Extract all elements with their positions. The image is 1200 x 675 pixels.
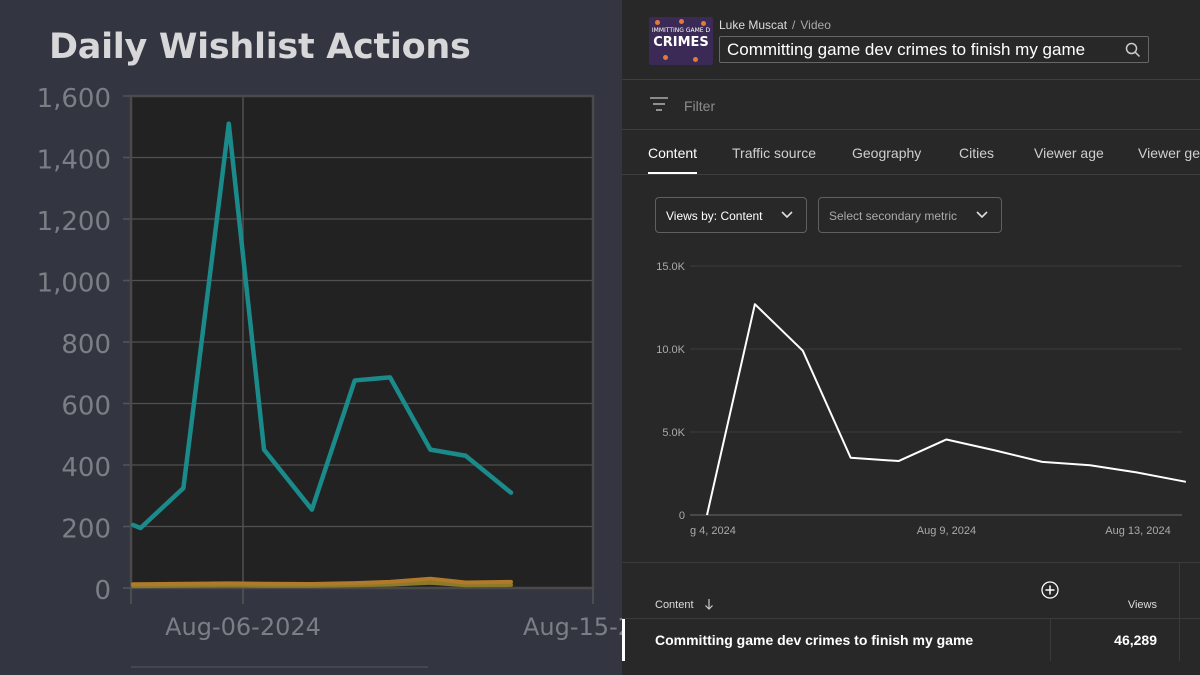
add-column-icon[interactable]: [1041, 581, 1059, 599]
active-tab-indicator: [648, 172, 697, 174]
divider: [622, 79, 1200, 80]
primary-metric-dropdown[interactable]: Views by: Content: [655, 197, 807, 233]
breadcrumb: Luke Muscat / Video: [719, 18, 831, 32]
plot-border: [129, 94, 595, 590]
wishlist-line-chart: 0 200 400 600 800 1,000 1,200 1,400 1,600 Aug-06-…: [37, 84, 622, 668]
series-line-wishlist-other: [131, 580, 513, 589]
y-tick-label: 1,600: [37, 84, 111, 114]
chevron-down-icon: [781, 211, 793, 219]
table-row-title[interactable]: Committing game dev crimes to finish my …: [655, 632, 974, 648]
thumbnail-text-top: IMMITTING GAME D: [651, 27, 711, 34]
secondary-metric-dropdown[interactable]: Select secondary metric: [818, 197, 1002, 233]
tab-viewer-age[interactable]: Viewer age: [1034, 145, 1104, 161]
y-tick-label: 800: [61, 330, 111, 360]
column-header-content[interactable]: Content: [655, 599, 694, 611]
secondary-metric-label: Select secondary metric: [829, 209, 958, 223]
chevron-down-icon: [976, 211, 988, 219]
x-tick-label: Aug-15-2: [523, 613, 622, 641]
series-line-wishlist-additions: [130, 121, 514, 531]
thumbnail-decoration: [693, 57, 698, 62]
thumbnail-text-main: CRIMES: [653, 35, 709, 50]
x-tick-label: Aug 13, 2024: [1105, 525, 1170, 537]
y-tick-label: 15.0K: [656, 261, 685, 273]
y-tick-label: 1,000: [37, 269, 111, 299]
tab-viewer-gender[interactable]: Viewer ge: [1138, 145, 1200, 161]
breadcrumb-separator: /: [792, 18, 796, 32]
x-tick-label: g 4, 2024: [690, 525, 736, 537]
primary-metric-label: Views by: Content: [666, 209, 763, 223]
y-tick-label: 5.0K: [662, 427, 685, 439]
tab-content[interactable]: Content: [648, 145, 698, 161]
tab-geography[interactable]: Geography: [852, 145, 922, 161]
y-tick-label: 0: [679, 510, 685, 522]
thumbnail-decoration: [655, 20, 660, 25]
wishlist-chart-panel: Daily Wishlist Actions 0 200 400 600 800 1,00…: [0, 0, 622, 675]
video-thumbnail[interactable]: IMMITTING GAME D CRIMES: [649, 17, 713, 65]
tab-traffic-source[interactable]: Traffic source: [732, 145, 817, 161]
breadcrumb-channel[interactable]: Luke Muscat: [719, 18, 788, 32]
y-tick-label: 1,400: [37, 146, 111, 176]
y-tick-label: 200: [61, 515, 111, 545]
video-selector[interactable]: Committing game dev crimes to finish my …: [719, 36, 1149, 63]
series-line-views: [706, 303, 1187, 516]
thumbnail-decoration: [679, 19, 684, 24]
sort-descending-icon[interactable]: [704, 599, 714, 610]
divider: [622, 174, 1200, 175]
y-tick-label: 600: [61, 392, 111, 422]
y-tick-label: 0: [94, 576, 111, 606]
filter-icon[interactable]: [650, 97, 668, 111]
divider: [622, 618, 1200, 619]
thumbnail-decoration: [701, 21, 706, 26]
video-title: Committing game dev crimes to finish my …: [727, 40, 1086, 59]
y-tick-label: 400: [61, 453, 111, 483]
views-line-chart: 0 5.0K 10.0K 15.0K g 4, 2024 Aug 9, 2024 Aug 1…: [656, 261, 1187, 537]
divider: [622, 562, 1200, 563]
column-separator: [1050, 618, 1051, 661]
thumbnail-decoration: [663, 55, 668, 60]
search-icon[interactable]: [1125, 42, 1141, 58]
tab-cities[interactable]: Cities: [959, 145, 995, 161]
y-tick-label: 1,200: [37, 207, 111, 237]
row-series-indicator: [622, 619, 625, 661]
analytics-panel: IMMITTING GAME D CRIMES Luke Muscat / Vide…: [622, 0, 1200, 675]
chart-title: Daily Wishlist Actions: [49, 27, 471, 67]
table-row-views: 46,289: [1114, 632, 1157, 648]
breadcrumb-section: Video: [800, 18, 831, 32]
filter-input[interactable]: Filter: [684, 98, 716, 114]
x-tick-label: Aug-06-2024: [165, 613, 321, 641]
x-tick-label: Aug 9, 2024: [917, 525, 976, 537]
divider: [622, 129, 1200, 130]
y-tick-label: 10.0K: [656, 344, 685, 356]
column-header-views[interactable]: Views: [1127, 599, 1157, 611]
series-line-wishlist-deletions: [131, 576, 513, 587]
column-separator: [1179, 562, 1180, 661]
